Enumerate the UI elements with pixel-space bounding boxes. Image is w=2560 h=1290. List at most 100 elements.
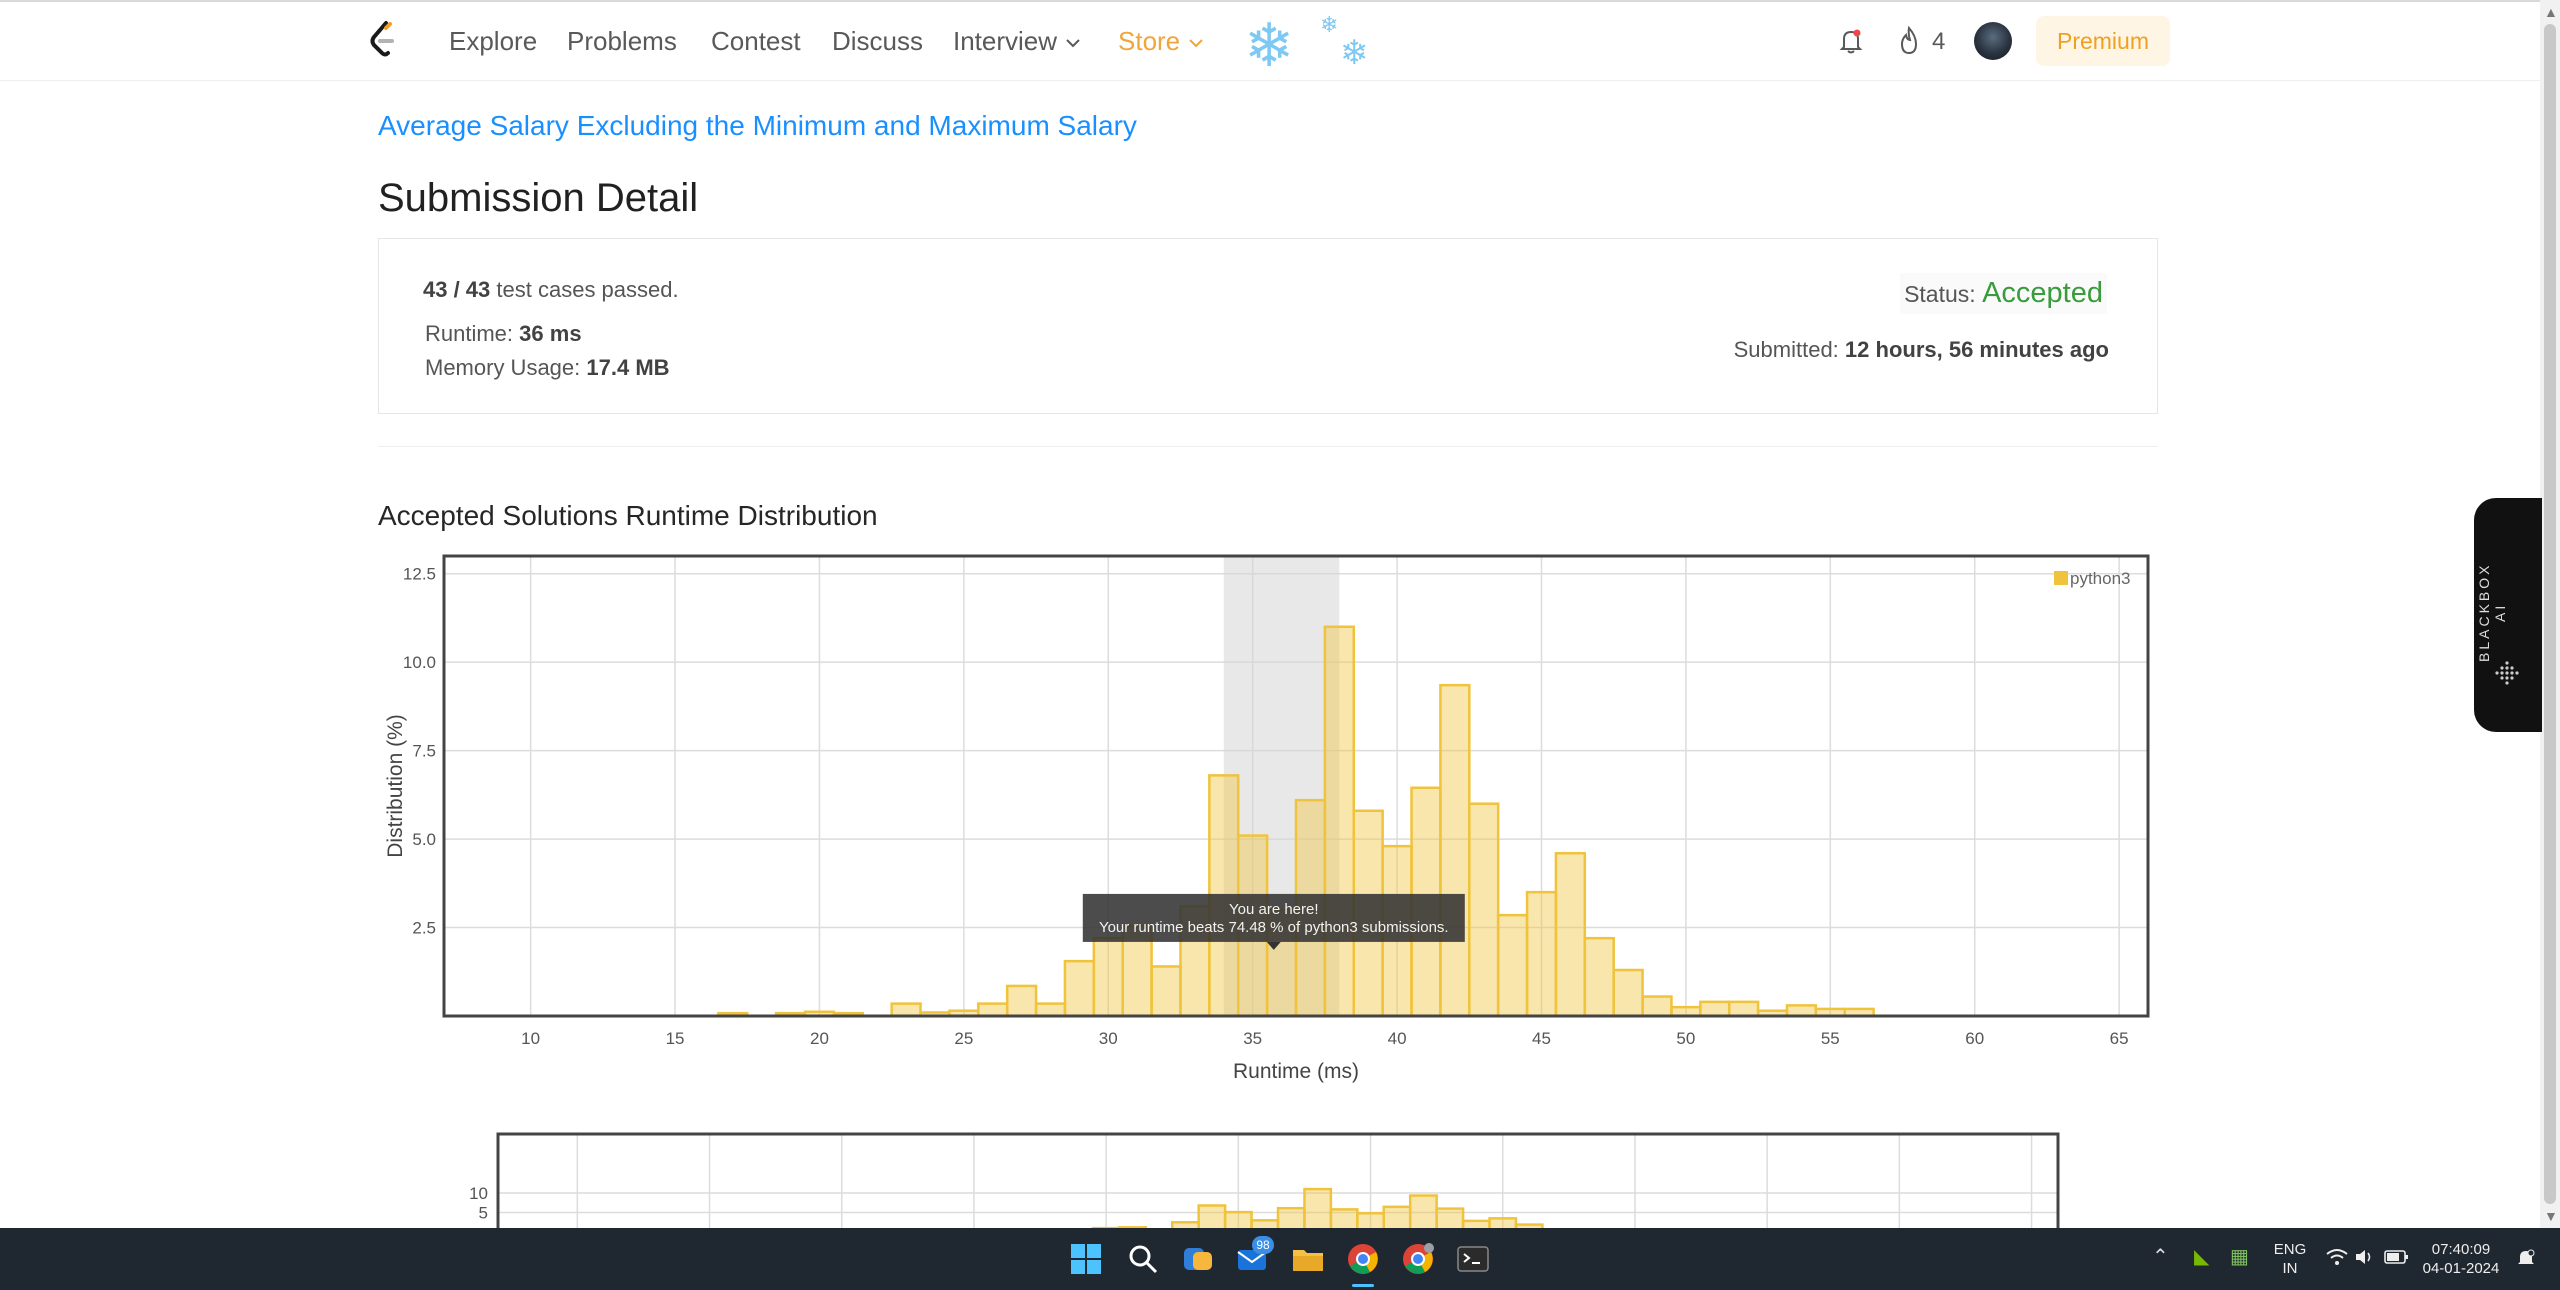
memory-label: Memory Usage:	[425, 355, 581, 380]
x-tick-label: 10	[521, 1029, 540, 1048]
histogram-bar[interactable]	[1092, 936, 1124, 1018]
histogram-bar[interactable]	[1641, 995, 1673, 1018]
y-tick-label: 12.5	[403, 565, 436, 584]
overview-bar[interactable]	[1303, 1187, 1333, 1229]
overview-bar[interactable]	[1461, 1219, 1491, 1229]
runtime-chart-svg[interactable]: 2.5 5.0 7.5 10.0 12.5 10 15 20 25 30 35 40 45 50 55 60…	[370, 548, 2170, 1094]
histogram-bar[interactable]	[1496, 913, 1529, 1018]
overview-bar[interactable]	[1356, 1212, 1386, 1229]
bell-icon[interactable]	[1836, 26, 1866, 56]
histogram-bar[interactable]	[1150, 965, 1182, 1018]
nav-interview[interactable]: Interview	[953, 26, 1081, 57]
clock[interactable]: 07:40:09 04-01-2024	[2418, 1240, 2504, 1278]
terminal-icon[interactable]	[1456, 1242, 1490, 1276]
legend[interactable]: python3	[2054, 569, 2131, 588]
runtime-overview-chart[interactable]: 5 10	[420, 1124, 2080, 1229]
y-tick-label: 10.0	[403, 653, 436, 672]
problem-title-link[interactable]: Average Salary Excluding the Minimum and…	[378, 110, 1137, 141]
histogram-bar[interactable]	[1468, 802, 1500, 1018]
overview-bar[interactable]	[1408, 1194, 1438, 1229]
avatar[interactable]	[1974, 22, 2012, 60]
histogram-bar[interactable]	[1525, 890, 1558, 1018]
overview-bar[interactable]	[1170, 1221, 1200, 1229]
snowflake-icon: ❄	[1340, 34, 1369, 72]
x-tick-label: 50	[1676, 1029, 1695, 1048]
histogram-bar[interactable]	[1323, 625, 1356, 1018]
nvidia-icon[interactable]: ◣	[2194, 1246, 2210, 1268]
overview-bar[interactable]	[1223, 1210, 1253, 1229]
overview-frame	[496, 1132, 2060, 1229]
file-explorer-icon[interactable]	[1291, 1242, 1325, 1276]
overview-bar[interactable]	[1488, 1217, 1518, 1229]
test-cases-suffix: test cases passed.	[496, 277, 679, 302]
scroll-down-arrow-icon[interactable]: ▼	[2544, 1208, 2558, 1224]
mail-app-icon[interactable]	[1236, 1242, 1270, 1276]
volume-icon[interactable]	[2354, 1248, 2376, 1266]
histogram-bar[interactable]	[1005, 984, 1038, 1018]
notification-bell-icon[interactable]	[2516, 1248, 2536, 1268]
nav-store[interactable]: Store	[1118, 26, 1204, 57]
histogram-bar[interactable]	[1034, 1002, 1067, 1018]
fire-streak-icon[interactable]	[1896, 26, 1922, 56]
memory-text: Memory Usage: 17.4 MB	[425, 355, 670, 381]
page-scrollbar[interactable]: ▲ ▼	[2540, 0, 2560, 1228]
leetcode-logo-icon[interactable]	[366, 20, 400, 60]
status-badge: Status: Accepted	[1900, 273, 2107, 314]
overview-bar[interactable]	[1197, 1204, 1227, 1229]
nav-contest[interactable]: Contest	[711, 26, 801, 56]
overview-y-tick-label: 10	[469, 1184, 488, 1203]
battery-icon[interactable]	[2384, 1248, 2410, 1266]
scroll-up-arrow-icon[interactable]: ▲	[2544, 4, 2558, 20]
histogram-bar[interactable]	[1612, 968, 1644, 1018]
overview-bar[interactable]	[1435, 1207, 1465, 1229]
histogram-bar[interactable]	[1727, 1000, 1760, 1018]
nav-problems[interactable]: Problems	[567, 26, 677, 56]
copilot-app-icon[interactable]	[1181, 1242, 1215, 1276]
nav-discuss[interactable]: Discuss	[832, 26, 924, 56]
histogram-bar[interactable]	[1063, 959, 1096, 1018]
runtime-tooltip: You are here! Your runtime beats 74.48 %…	[1082, 893, 1465, 950]
tooltip-line-1: You are here!	[1229, 901, 1319, 918]
overview-bar[interactable]	[1250, 1219, 1280, 1229]
page-title: Submission Detail	[378, 176, 699, 220]
test-cases-text: 43 / 43 test cases passed.	[423, 277, 679, 303]
memory-value: 17.4 MB	[586, 355, 670, 380]
blackbox-ai-tab[interactable]: BLACKBOX AI	[2474, 498, 2542, 732]
overview-y-tick-label: 5	[479, 1204, 488, 1223]
histogram-bar[interactable]	[1554, 851, 1587, 1018]
histogram-bar[interactable]	[1583, 936, 1615, 1018]
overview-bar[interactable]	[1276, 1206, 1306, 1229]
streak-count: 4	[1932, 28, 1946, 55]
runtime-distribution-chart[interactable]: 2.5 5.0 7.5 10.0 12.5 10 15 20 25 30 35 40 45 50 55 60…	[370, 548, 2170, 1094]
search-icon[interactable]	[1126, 1242, 1160, 1276]
x-tick-label: 25	[954, 1029, 973, 1048]
wifi-icon[interactable]	[2326, 1248, 2348, 1266]
x-tick-label: 45	[1532, 1029, 1551, 1048]
overview-bar[interactable]	[1514, 1223, 1544, 1229]
premium-button[interactable]: Premium	[2036, 16, 2170, 66]
tooltip-arrow	[1266, 941, 1281, 950]
overview-chart-svg[interactable]: 510	[420, 1124, 2080, 1229]
active-app-indicator	[1352, 1284, 1374, 1287]
tray-app-icon[interactable]: ▦	[2230, 1246, 2249, 1268]
snowflake-icon: ❄	[1244, 12, 1295, 79]
chevron-down-icon	[1189, 39, 1203, 48]
histogram-bar[interactable]	[1699, 1000, 1731, 1018]
histogram-bar[interactable]	[1785, 1004, 1818, 1018]
histogram-bar[interactable]	[977, 1002, 1009, 1018]
histogram-bar[interactable]	[1439, 683, 1471, 1018]
chrome-profile-icon[interactable]	[1401, 1242, 1435, 1276]
histogram-bar[interactable]	[890, 1002, 922, 1018]
overview-bar[interactable]	[1382, 1205, 1412, 1229]
legend-swatch	[2054, 571, 2068, 585]
windows-start-icon[interactable]	[1069, 1242, 1103, 1276]
chrome-icon[interactable]	[1346, 1242, 1380, 1276]
clock-date: 04-01-2024	[2422, 1260, 2500, 1277]
language-line-1: ENG	[2273, 1241, 2307, 1258]
language-indicator[interactable]: ENG IN	[2270, 1240, 2310, 1278]
scroll-thumb[interactable]	[2544, 24, 2556, 1204]
nav-explore[interactable]: Explore	[449, 26, 538, 56]
windows-taskbar	[0, 1228, 2560, 1290]
chevron-up-icon[interactable]: ⌃	[2152, 1246, 2169, 1268]
overview-bar[interactable]	[1329, 1208, 1359, 1229]
